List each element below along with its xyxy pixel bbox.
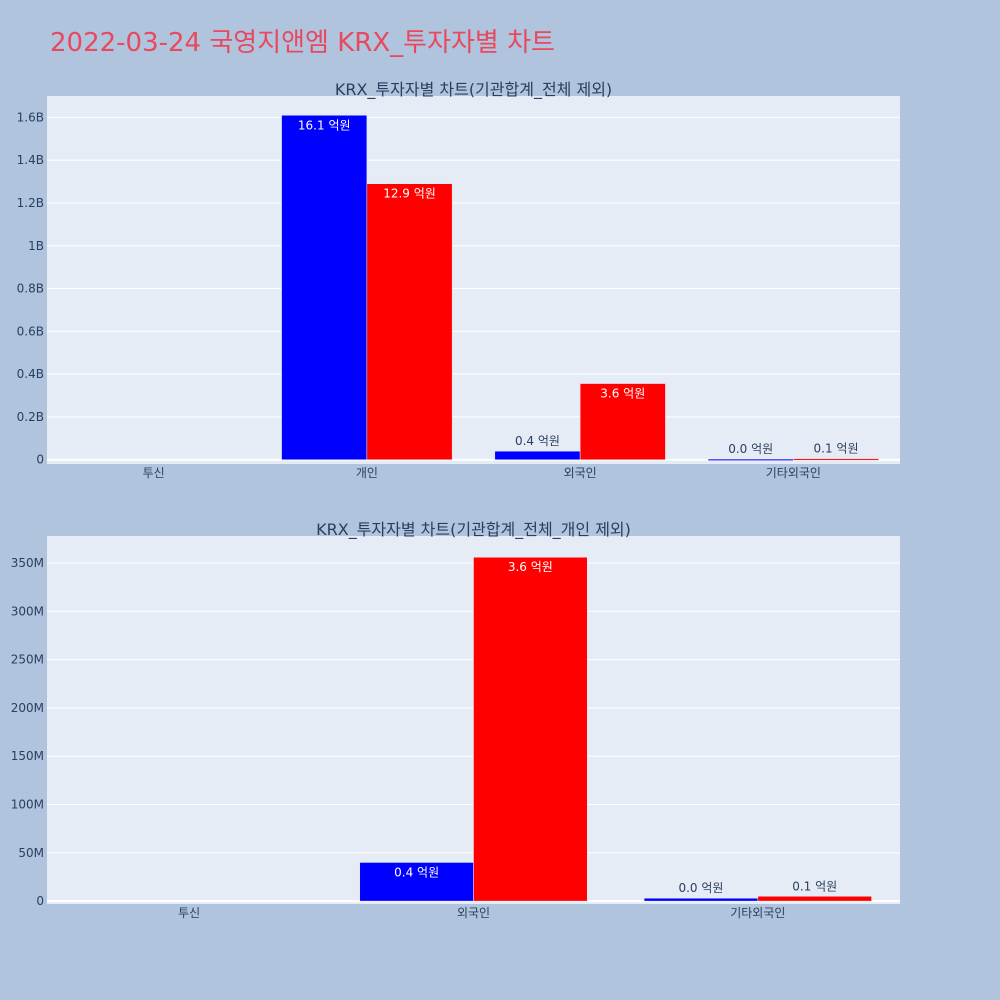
chart-1: 0 0.2B 0.4B 0.6B 0.8B 1B 1.2B 1.4B 1.6B 투신 개인 16.1 … — [17, 80, 900, 480]
bar — [643, 897, 759, 902]
bar — [757, 896, 872, 902]
x-tick-label: 외국인 — [564, 466, 597, 480]
bar — [494, 450, 581, 460]
x-tick-label: 투신 — [143, 466, 165, 480]
x-tick-label: 외국인 — [457, 906, 490, 920]
bar — [473, 556, 588, 902]
y-tick-label: 200M — [11, 701, 44, 715]
chart-title: KRX_투자자별 차트(기관합계_전체 제외) — [335, 80, 612, 100]
bar-label: 0.1 억원 — [792, 879, 837, 893]
bar — [359, 862, 474, 902]
bar-label: 0.0 억원 — [678, 881, 723, 895]
y-tick-label: 1.2B — [17, 196, 44, 210]
bar — [707, 458, 794, 461]
y-tick-label: 1.6B — [17, 110, 44, 124]
chart-2: 0 50M 100M 150M 200M 250M 300M 350M 투신 외국인 0.4 억원 3… — [11, 520, 900, 920]
y-tick-label: 0 — [36, 894, 44, 908]
y-tick-label: 0.4B — [17, 367, 44, 381]
y-tick-label: 0.2B — [17, 410, 44, 424]
x-tick-label: 투신 — [178, 906, 200, 920]
bar-label: 16.1 억원 — [298, 118, 351, 132]
bar — [793, 458, 879, 461]
bar-label: 3.6 억원 — [508, 560, 553, 574]
y-tick-label: 1.4B — [17, 153, 44, 167]
y-tick-label: 350M — [11, 556, 44, 570]
bar — [579, 383, 666, 460]
bar — [281, 115, 368, 460]
page-title: 2022-03-24 국영지앤엠 KRX_투자자별 차트 — [50, 28, 555, 58]
bar-label: 0.1 억원 — [814, 442, 859, 456]
y-tick-label: 100M — [11, 798, 44, 812]
y-tick-label: 250M — [11, 653, 44, 667]
y-tick-label: 50M — [18, 846, 44, 860]
y-tick-label: 0.6B — [17, 324, 44, 338]
y-tick-label: 0 — [36, 453, 44, 467]
x-tick-label: 개인 — [356, 466, 378, 480]
chart-title: KRX_투자자별 차트(기관합계_전체_개인 제외) — [316, 520, 631, 540]
x-tick-label: 기타외국인 — [730, 906, 785, 920]
bar-label: 0.4 억원 — [394, 865, 439, 879]
bar-label: 0.4 억원 — [515, 434, 560, 448]
y-tick-label: 300M — [11, 604, 44, 618]
bar-label: 12.9 억원 — [383, 187, 436, 201]
bar-label: 0.0 억원 — [728, 442, 773, 456]
y-tick-label: 0.8B — [17, 282, 44, 296]
bar — [366, 183, 453, 460]
y-tick-label: 150M — [11, 749, 44, 763]
plot-area — [47, 96, 900, 464]
bar-label: 3.6 억원 — [600, 387, 645, 401]
y-tick-label: 1B — [28, 239, 44, 253]
x-tick-label: 기타외국인 — [766, 466, 821, 480]
